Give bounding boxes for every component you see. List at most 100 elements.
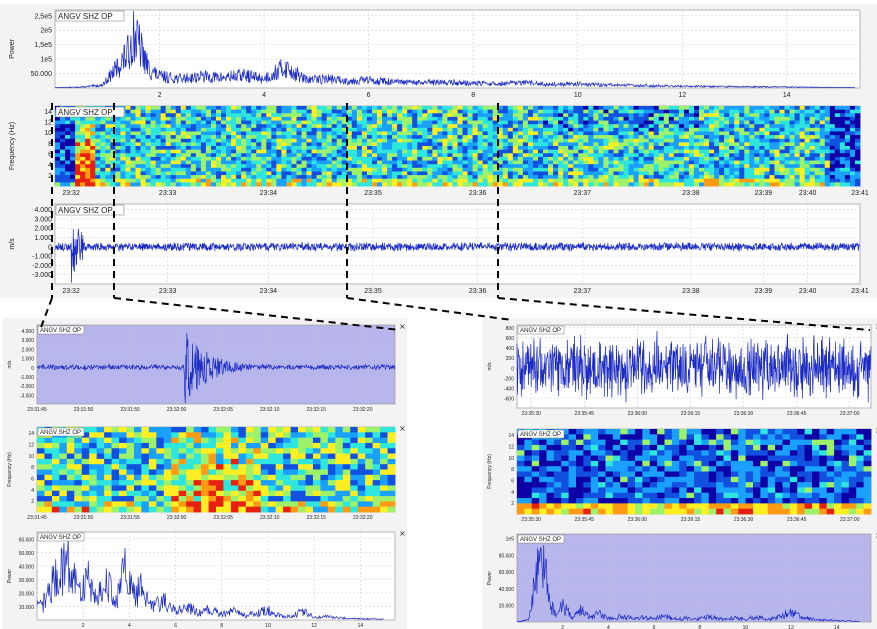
spectrogram-cell <box>432 164 438 169</box>
spectrogram-cell <box>356 149 363 154</box>
spectrogram-cell <box>749 138 755 143</box>
close-icon[interactable]: × <box>399 424 406 433</box>
spectrogram-cell <box>598 160 604 165</box>
spectrogram-cell <box>774 116 780 121</box>
spectrogram-cell <box>351 164 358 169</box>
spectrogram-cell <box>275 480 284 486</box>
spectrogram-cell <box>104 442 112 449</box>
spectrogram-cell <box>694 429 702 435</box>
spectrogram-cell <box>316 120 323 125</box>
spectrogram-cell <box>693 120 700 125</box>
spectrogram-cell <box>37 448 45 454</box>
spectrogram-cell <box>346 146 353 151</box>
spectrogram-cell <box>125 142 131 147</box>
close-icon[interactable]: × <box>875 322 877 331</box>
spectrogram-cell <box>150 175 157 180</box>
spectrogram-cell <box>839 146 846 151</box>
spectrogram-cell <box>180 127 187 132</box>
spectrogram-cell <box>200 135 207 140</box>
spectrogram-cell <box>417 167 423 172</box>
spectrogram-cell <box>512 131 519 136</box>
spectrogram-cell <box>145 116 151 121</box>
spectrogram-cell <box>633 124 640 129</box>
spectrogram-cell <box>361 120 368 125</box>
y-tick-label: 1e5 <box>40 57 52 64</box>
spectrogram-cell <box>210 153 217 158</box>
top-power-panel: 50.000 1e5 1,5e5 2e5 2,5e5 2 4 6 8 10 12 14 Power ANG… <box>0 4 877 102</box>
spectrogram-cell <box>326 124 333 129</box>
spectrogram-cell <box>231 153 237 158</box>
spectrogram-cell <box>110 138 116 143</box>
spectrogram-cell <box>275 442 284 449</box>
spectrogram-cell <box>839 138 846 143</box>
spectrogram-cell <box>769 178 775 183</box>
spectrogram-cell <box>371 146 378 151</box>
spectrogram-cell <box>657 455 665 462</box>
spectrogram-cell <box>140 182 146 187</box>
spectrogram-cell <box>739 142 745 147</box>
spectrogram-cell <box>452 160 458 165</box>
spectrogram-cell <box>664 460 673 467</box>
spectrogram-cell <box>437 131 443 136</box>
spectrogram-cell <box>714 164 720 169</box>
spectrogram-cell <box>96 427 105 433</box>
spectrogram-cell <box>342 453 351 460</box>
spectrogram-cell <box>231 171 237 176</box>
x-tick-label: 23:33 <box>159 288 177 295</box>
spectrogram-cell <box>377 153 383 158</box>
spectrogram-cell <box>563 120 569 125</box>
spectrogram-cell <box>427 156 433 161</box>
spectrogram-cell <box>546 476 555 483</box>
spectrogram-cell <box>387 109 393 114</box>
spectrogram-cell <box>663 178 670 183</box>
spectrogram-cell <box>351 160 358 165</box>
spectrogram-cell <box>81 485 90 492</box>
spectrogram-cell <box>573 146 579 151</box>
spectrogram-cell <box>111 469 120 476</box>
spectrogram-cell <box>627 450 636 456</box>
spectrogram-cell <box>553 116 559 121</box>
spectrogram-cell <box>701 498 710 504</box>
spectrogram-cell <box>605 460 614 467</box>
spectrogram-cell <box>171 469 180 476</box>
spectrogram-cell <box>296 113 302 118</box>
spectrogram-cell <box>175 131 182 136</box>
spectrogram-cell <box>306 142 312 147</box>
spectrogram-cell <box>306 175 312 180</box>
spectrogram-cell <box>543 178 549 183</box>
spectrogram-cell <box>543 109 549 114</box>
spectrogram-cell <box>649 476 658 483</box>
close-icon[interactable]: × <box>399 529 406 538</box>
spectrogram-cell <box>457 113 463 118</box>
spectrogram-cell <box>759 156 765 161</box>
spectrogram-cell <box>673 109 680 114</box>
spectrogram-cell <box>603 127 609 132</box>
spectrogram-cell <box>769 120 775 125</box>
spectrogram-cell <box>598 120 604 125</box>
spectrogram-cell <box>593 106 599 111</box>
spectrogram-cell <box>165 146 172 151</box>
spectrogram-cell <box>472 149 479 154</box>
spectrogram-cell <box>704 106 710 111</box>
spectrogram-cell <box>210 106 217 111</box>
close-icon[interactable]: × <box>399 322 406 331</box>
spectrogram-cell <box>356 164 363 169</box>
spectrogram-cell <box>216 124 222 129</box>
y-tick-label: 2 <box>48 173 52 180</box>
spectrogram-cell <box>266 160 272 165</box>
spectrogram-cell <box>583 175 589 180</box>
spectrogram-cell <box>693 171 700 176</box>
spectrogram-cell <box>472 135 479 140</box>
spectrogram-cell <box>120 135 126 140</box>
spectrogram-cell <box>387 474 396 481</box>
spectrogram-cell <box>648 124 655 129</box>
spectrogram-cell <box>422 153 428 158</box>
spectrogram-cell <box>794 109 801 114</box>
spectrogram-cell <box>100 116 106 121</box>
spectrogram-cell <box>686 476 695 483</box>
spectrogram-cell <box>553 492 562 499</box>
spectrogram-cell <box>89 506 98 513</box>
spectrogram-cell <box>205 116 212 121</box>
spectrogram-cell <box>130 113 136 118</box>
spectrogram-cell <box>612 471 621 478</box>
